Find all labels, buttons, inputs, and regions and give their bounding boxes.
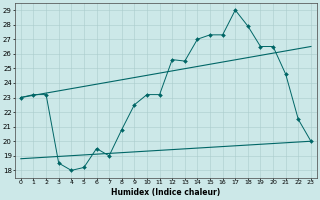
X-axis label: Humidex (Indice chaleur): Humidex (Indice chaleur) xyxy=(111,188,220,197)
